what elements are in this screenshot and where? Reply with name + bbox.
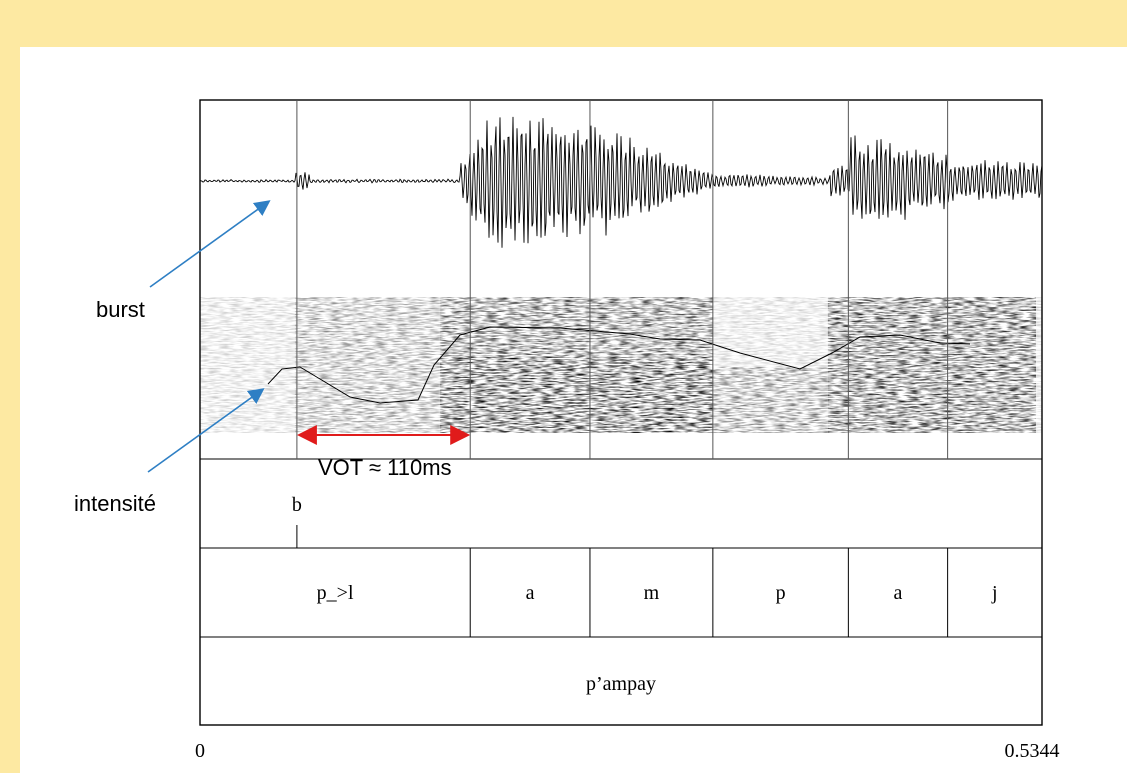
phone-label: j (991, 582, 998, 604)
vot-label: VOT ≈ 110ms (318, 455, 452, 480)
figure-card: b p_>l a m p a j p’ampay 0 0.5344 burst inten… (20, 47, 1127, 773)
phone-label: a (894, 582, 903, 604)
word-label: p’ampay (586, 673, 656, 695)
phone-label: m (644, 582, 660, 604)
intensity-label: intensité (74, 491, 156, 516)
phone-tier: p_>l a m p a j (317, 582, 998, 604)
praat-figure: b p_>l a m p a j p’ampay 0 0.5344 burst inten… (20, 47, 1127, 773)
burst-label: burst (96, 297, 145, 322)
time-end-label: 0.5344 (1005, 740, 1060, 762)
burst-arrow (150, 202, 268, 287)
waveform (200, 117, 1042, 248)
phone-label: p (776, 582, 786, 604)
phone-label: p_>l (317, 582, 354, 604)
event-label: b (292, 494, 302, 516)
spectrogram (200, 297, 1042, 433)
phone-label: a (526, 582, 535, 604)
time-start-label: 0 (195, 740, 205, 762)
